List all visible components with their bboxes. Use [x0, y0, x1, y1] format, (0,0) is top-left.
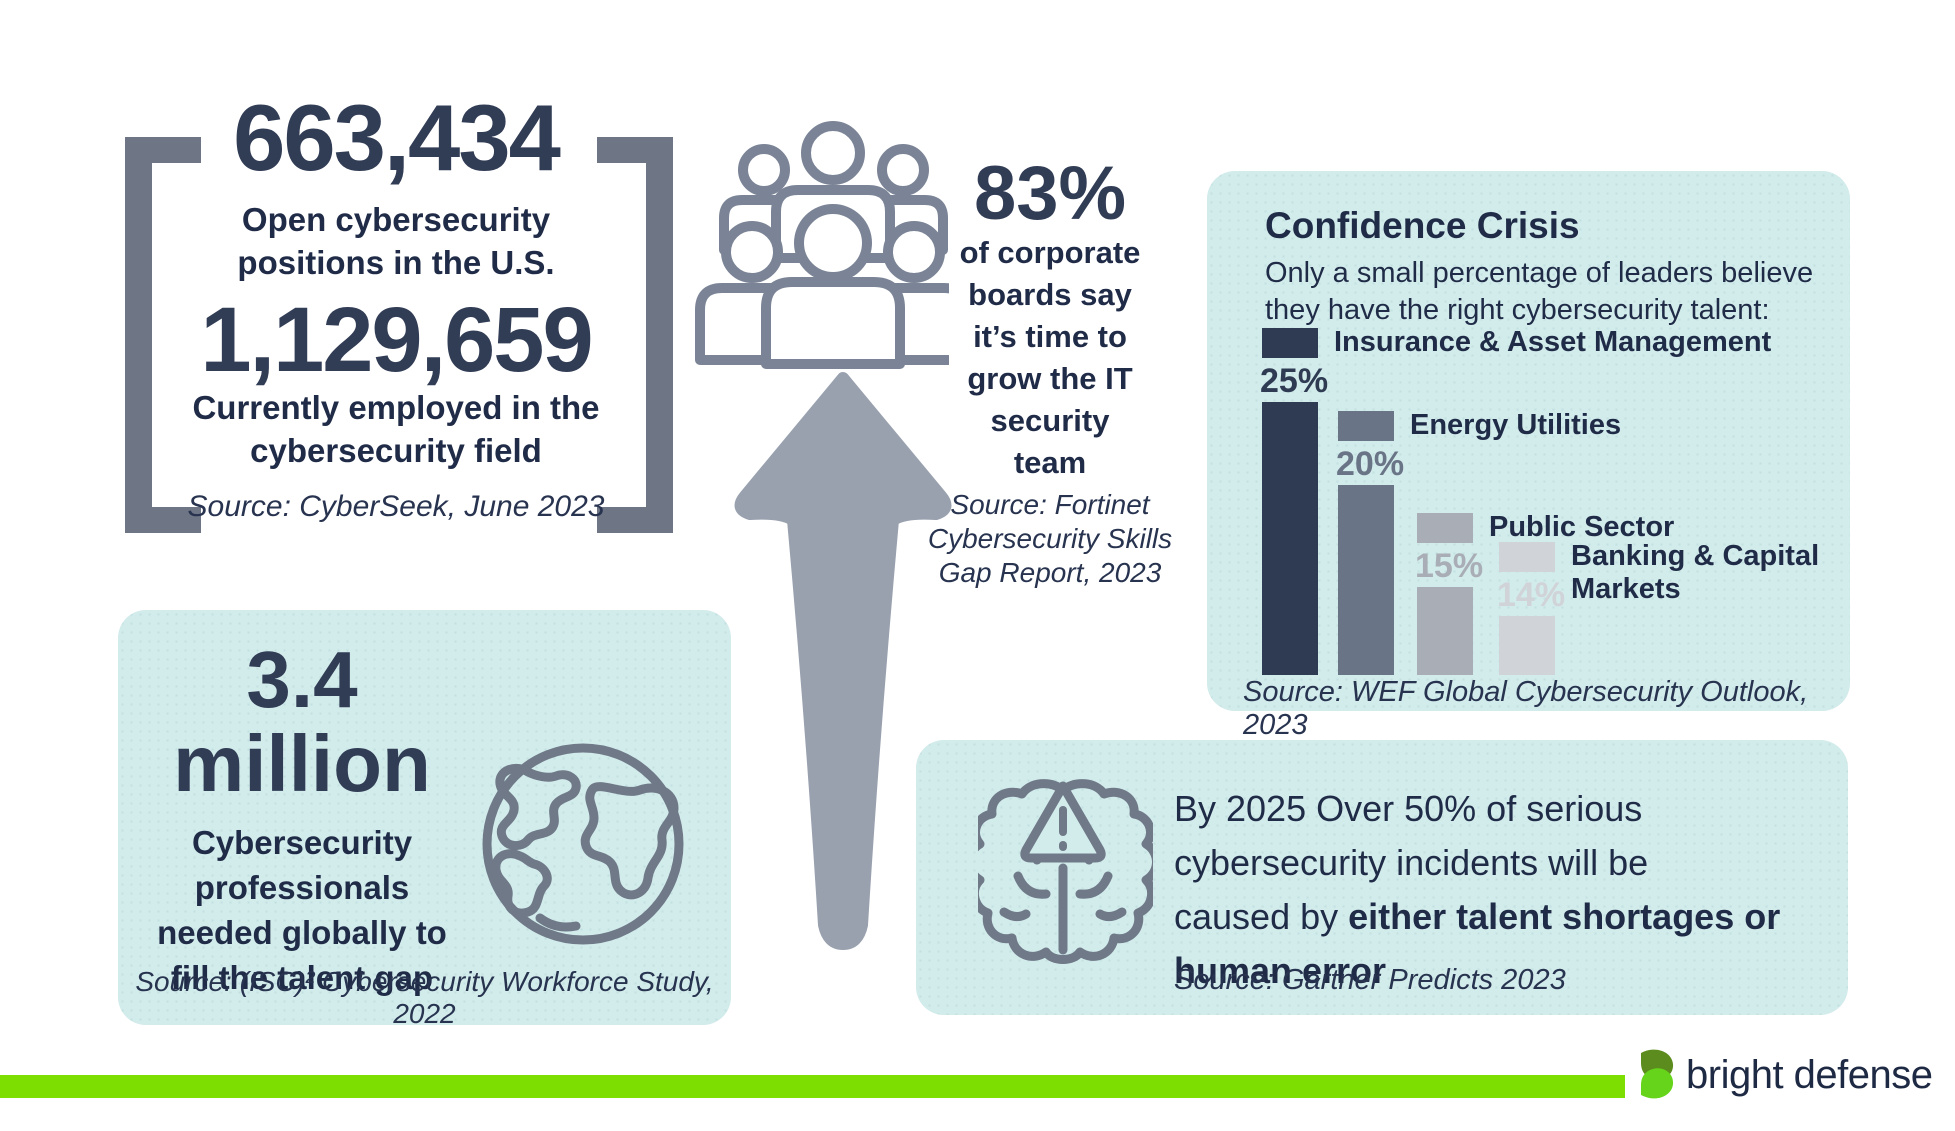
bar-value-label: 20%	[1336, 445, 1405, 483]
bar-top-swatch	[1499, 542, 1555, 572]
employed-label: Currently employed in the cybersecurity …	[192, 389, 600, 469]
brain-alert-icon	[978, 779, 1153, 964]
fortinet-source: Source: Fortinet Cybersecurity Skills Ga…	[927, 489, 1173, 588]
confidence-title: Confidence Crisis	[1265, 205, 1580, 246]
confidence-crisis-box: Confidence Crisis Only a small percentag…	[1207, 171, 1850, 741]
bright-defense-logo-icon	[1641, 1049, 1674, 1099]
bar-category-label: Energy Utilities	[1410, 409, 1622, 441]
incidents-text: By 2025 Over 50% of serious cybersecurit…	[1174, 782, 1814, 998]
bar-value-label: 14%	[1497, 576, 1566, 614]
bracket-left-bar	[125, 137, 152, 533]
brand-name: bright defense	[1686, 1053, 1933, 1097]
bar-category-label: Insurance & Asset Management	[1334, 326, 1772, 358]
isc2-source: Source: (ISC)² Cybersecurity Workforce S…	[135, 966, 714, 1029]
bracket-right-bar	[646, 137, 673, 533]
employed-value: 1,129,659	[200, 289, 593, 391]
bar-value-label: 25%	[1260, 362, 1329, 400]
talent-gap-value: 3.4 million	[173, 635, 431, 808]
bar-category-label: Banking & Capital Markets	[1571, 540, 1820, 605]
bar	[1338, 485, 1394, 675]
gartner-source: Source: Gartner Predicts 2023	[1174, 964, 1566, 996]
bar	[1499, 616, 1555, 675]
bar	[1262, 402, 1318, 675]
bar-top-swatch	[1338, 411, 1394, 441]
confidence-bar-chart: 25% Insurance & Asset Management 20% Energy…	[1207, 171, 1850, 711]
bracket-left-top-stub	[125, 137, 201, 163]
cyberseek-source: Source: CyberSeek, June 2023	[187, 490, 605, 523]
boards-percent: 83%	[973, 151, 1127, 236]
boards-label: of corporate boards say it’s time to gro…	[959, 235, 1141, 480]
wef-source: Source: WEF Global Cybersecurity Outlook…	[1243, 676, 1809, 741]
brand-bar	[0, 1075, 1625, 1098]
globe-icon	[482, 743, 684, 945]
incidents-text-bold: either talent shortages or human error	[1174, 896, 1781, 991]
bracket-right-top-stub	[597, 137, 673, 163]
board-people-icon	[695, 121, 949, 369]
bar	[1417, 587, 1473, 675]
bracket-left-bottom-stub	[125, 507, 201, 533]
bracket-right-bottom-stub	[597, 507, 673, 533]
up-arrow-icon	[734, 372, 952, 950]
open-positions-label: Open cybersecurity positions in the U.S.	[237, 201, 555, 281]
bar-value-label: 15%	[1415, 547, 1484, 585]
talent-gap-label: Cybersecurity professionals needed globa…	[157, 824, 447, 996]
bar-top-swatch	[1417, 513, 1473, 543]
bar-category-label: Public Sector	[1489, 511, 1675, 543]
bar-top-swatch	[1262, 328, 1318, 358]
open-positions-value: 663,434	[233, 85, 561, 190]
confidence-subtitle: Only a small percentage of leaders belie…	[1265, 257, 1814, 326]
incidents-text-regular: By 2025 Over 50% of serious cybersecurit…	[1174, 788, 1649, 937]
talent-gap-box: 3.4 million Cybersecurity professionals …	[118, 610, 731, 1029]
